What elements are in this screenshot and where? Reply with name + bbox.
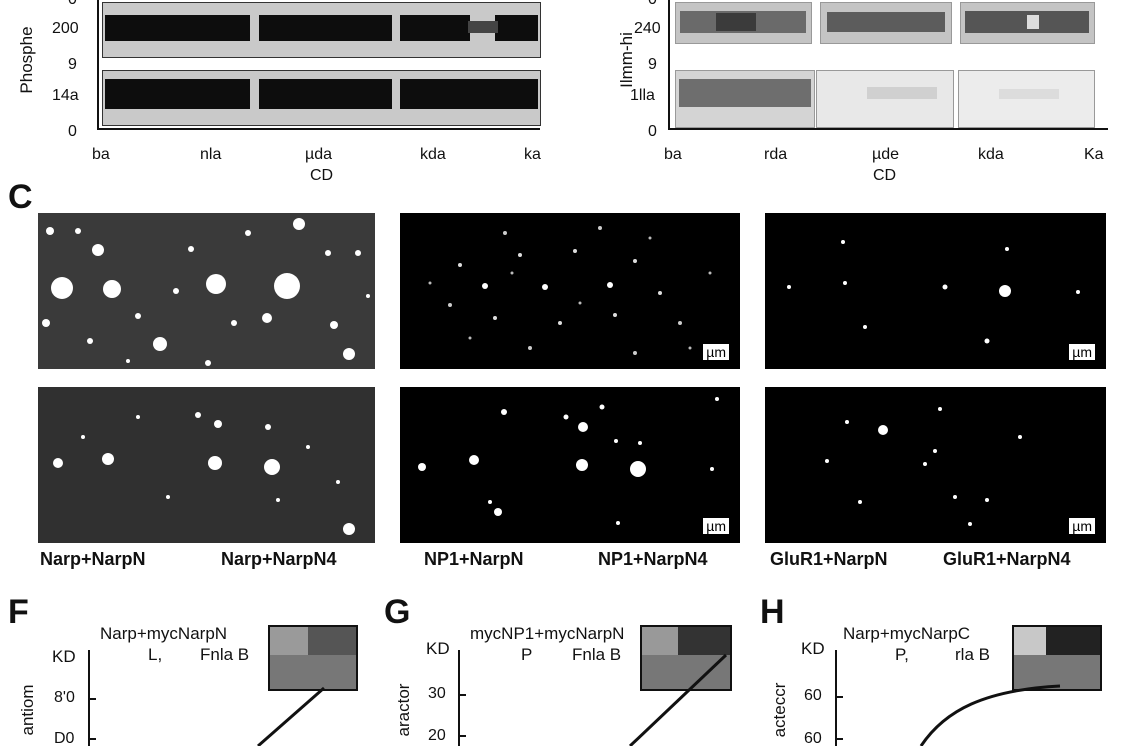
micrograph-4 <box>38 387 375 543</box>
micrograph-1-dots <box>42 218 370 366</box>
top-right-ytick-4: 0 <box>648 123 657 140</box>
panel-h-ytick-0: 60 <box>804 687 822 704</box>
panel-f-ytick-0: 8'0 <box>54 689 75 706</box>
top-right-gel-2 <box>820 2 952 44</box>
micrograph-1 <box>38 213 375 369</box>
panel-h-ytick-1: 60 <box>804 730 822 747</box>
caption-2: Narp+NarpN4 <box>221 549 337 569</box>
panel-g-curve <box>628 653 728 746</box>
micrograph-5-scale-bar: µm <box>702 517 730 535</box>
caption-1: Narp+NarpN <box>40 549 146 569</box>
micrograph-2-scale-bar: µm <box>702 343 730 361</box>
top-left-xlabel: CD <box>310 167 334 184</box>
panel-g-subtitle-left: P <box>521 645 533 664</box>
panel-h-letter: H <box>760 593 785 631</box>
panel-h-y-axis <box>835 650 837 746</box>
panel-h-ylabel: acteccr <box>770 682 789 738</box>
top-right-xlabel: CD <box>873 167 897 184</box>
micrograph-4-dots <box>53 412 355 535</box>
top-right-xtick-3: kda <box>978 146 1004 163</box>
panel-g-ytick-1: 20 <box>428 727 446 744</box>
panel-f-title: Narp+mycNarpN <box>100 624 228 643</box>
panel-c-letter: C <box>8 178 33 216</box>
panel-g-letter: G <box>384 593 411 631</box>
top-right-ytick-3: 1lla <box>630 87 655 104</box>
panel-h-title: Narp+mycNarpC <box>843 624 971 643</box>
top-right-gel-6 <box>958 70 1095 128</box>
panel-g-ytick-0: 30 <box>428 685 446 702</box>
top-right-ytick-2: 9 <box>648 56 657 73</box>
top-left-xtick-4: ka <box>524 146 541 163</box>
panel-h-curve <box>919 684 1061 746</box>
micrograph-5-dots <box>418 397 719 525</box>
panel-g-inset <box>640 625 732 691</box>
top-left-xtick-2: µda <box>305 146 333 163</box>
panel-f-curve <box>257 686 325 746</box>
top-left-ytick-4: 0 <box>68 123 77 140</box>
micrograph-6: µm <box>765 387 1106 543</box>
panel-f-subtitle-left: L, <box>148 645 163 664</box>
panel-g-unit: KD <box>426 639 450 658</box>
panel-h-inset <box>1012 625 1102 691</box>
panel-g-ylabel: aractor <box>394 683 413 737</box>
panel-f-unit: KD <box>52 647 76 666</box>
top-right-xtick-1: rda <box>764 146 788 163</box>
panel-f-inset <box>268 625 358 691</box>
panel-g-subtitle-right: Fnla B <box>572 645 622 664</box>
caption-3: NP1+NarpN <box>424 549 524 569</box>
top-right-y-axis <box>668 0 670 130</box>
top-left-blot-upper <box>102 2 541 58</box>
caption-6: GluR1+NarpN4 <box>943 549 1071 569</box>
caption-4: NP1+NarpN4 <box>598 549 708 569</box>
top-left-ytick-1: 200 <box>52 20 79 37</box>
caption-5: GluR1+NarpN <box>770 549 888 569</box>
top-right-gel-5 <box>816 70 954 128</box>
top-left-ytick-3: 14a <box>52 87 79 104</box>
top-right-gel-1 <box>675 2 812 44</box>
top-right-xtick-0: ba <box>664 146 682 163</box>
panel-f-letter: F <box>8 593 29 631</box>
micrograph-2-dots <box>428 226 712 355</box>
top-left-xtick-3: kda <box>420 146 446 163</box>
top-right-xtick-4: Ka <box>1084 146 1104 163</box>
micrograph-2: µm <box>400 213 740 369</box>
top-right-gel-3 <box>960 2 1095 44</box>
top-left-ytick-0: 0 <box>68 0 77 8</box>
micrograph-6-scale-bar: µm <box>1068 517 1096 535</box>
top-left-xtick-0: ba <box>92 146 110 163</box>
top-left-blot-lower <box>102 70 541 126</box>
top-right-ytick-0: 0 <box>648 0 657 8</box>
panel-f-subtitle-right: Fnla B <box>200 645 250 664</box>
micrograph-5: µm <box>400 387 740 543</box>
top-right-x-axis <box>668 128 1108 130</box>
panel-h-subtitle-right: rla B <box>955 645 990 664</box>
panel-g-y-axis <box>458 650 460 746</box>
top-left-xtick-1: nla <box>200 146 222 163</box>
top-left-ylabel: Phosphe <box>17 26 36 94</box>
top-left-ytick-2: 9 <box>68 56 77 73</box>
panel-h-subtitle-left: P, <box>895 645 909 664</box>
top-left-x-axis <box>97 128 540 130</box>
micrograph-6-dots <box>825 407 1022 526</box>
top-left-y-axis <box>97 0 99 130</box>
top-right-xtick-2: µde <box>872 146 900 163</box>
micrograph-3: µm <box>765 213 1106 369</box>
panel-f-ylabel: antiom <box>18 684 37 736</box>
top-right-ytick-1: 240 <box>634 20 661 37</box>
micrograph-3-dots <box>787 240 1080 344</box>
micrograph-3-scale-bar: µm <box>1068 343 1096 361</box>
panel-f-ytick-1: D0 <box>54 730 75 747</box>
panel-h-unit: KD <box>801 639 825 658</box>
top-right-gel-4 <box>675 70 815 128</box>
panel-g-title: mycNP1+mycNarpN <box>470 624 625 643</box>
